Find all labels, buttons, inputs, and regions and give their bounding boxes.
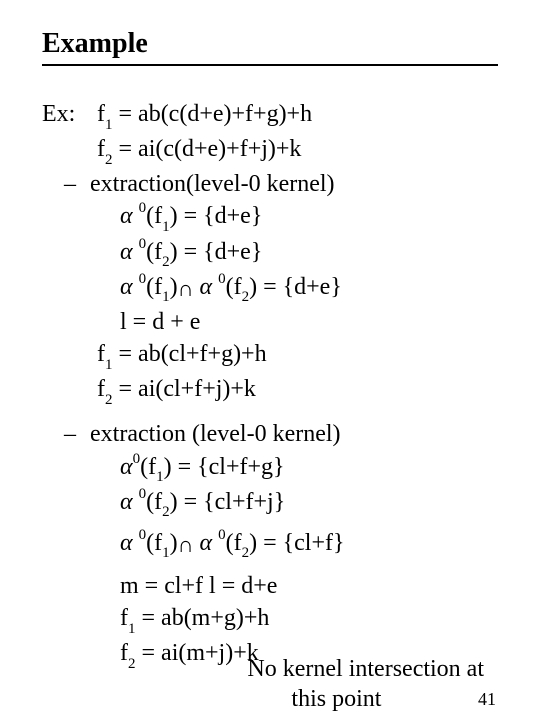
alpha-intersect-a: α 0(f1)∩ α 0(f2) = {d+e} <box>120 271 498 306</box>
eq-f1: f1 = ab(c(d+e)+f+g)+h <box>97 98 312 133</box>
alpha-f1-a: α 0(f1) = {d+e} <box>120 200 498 235</box>
note: No kernel intersection at this point <box>247 655 484 714</box>
eq-f2-new: f2 = ai(cl+f+j)+k <box>97 373 498 408</box>
l-eq: l = d + e <box>120 306 498 338</box>
extraction-1: – extraction(level-0 kernel) <box>64 168 498 200</box>
extraction-2: – extraction (level-0 kernel) <box>64 418 498 450</box>
alpha-f2-b: α 0(f2) = {cl+f+j} <box>120 486 498 521</box>
eq-f2: f2 = ai(c(d+e)+f+j)+k <box>97 133 498 168</box>
alpha-intersect-b: α 0(f1)∩ α 0(f2) = {cl+f} <box>120 527 498 562</box>
alpha-f2-a: α 0(f2) = {d+e} <box>120 236 498 271</box>
example-label: Ex: <box>42 101 97 128</box>
eq-f1-new: f1 = ab(cl+f+g)+h <box>97 338 498 373</box>
page-number: 41 <box>478 689 496 710</box>
alpha-f1-b: α0(f1) = {cl+f+g} <box>120 451 498 486</box>
slide-title: Example <box>42 28 148 59</box>
eq-f1-m: f1 = ab(m+g)+h <box>120 602 498 637</box>
m-line: m = cl+f l = d+e <box>120 570 498 602</box>
